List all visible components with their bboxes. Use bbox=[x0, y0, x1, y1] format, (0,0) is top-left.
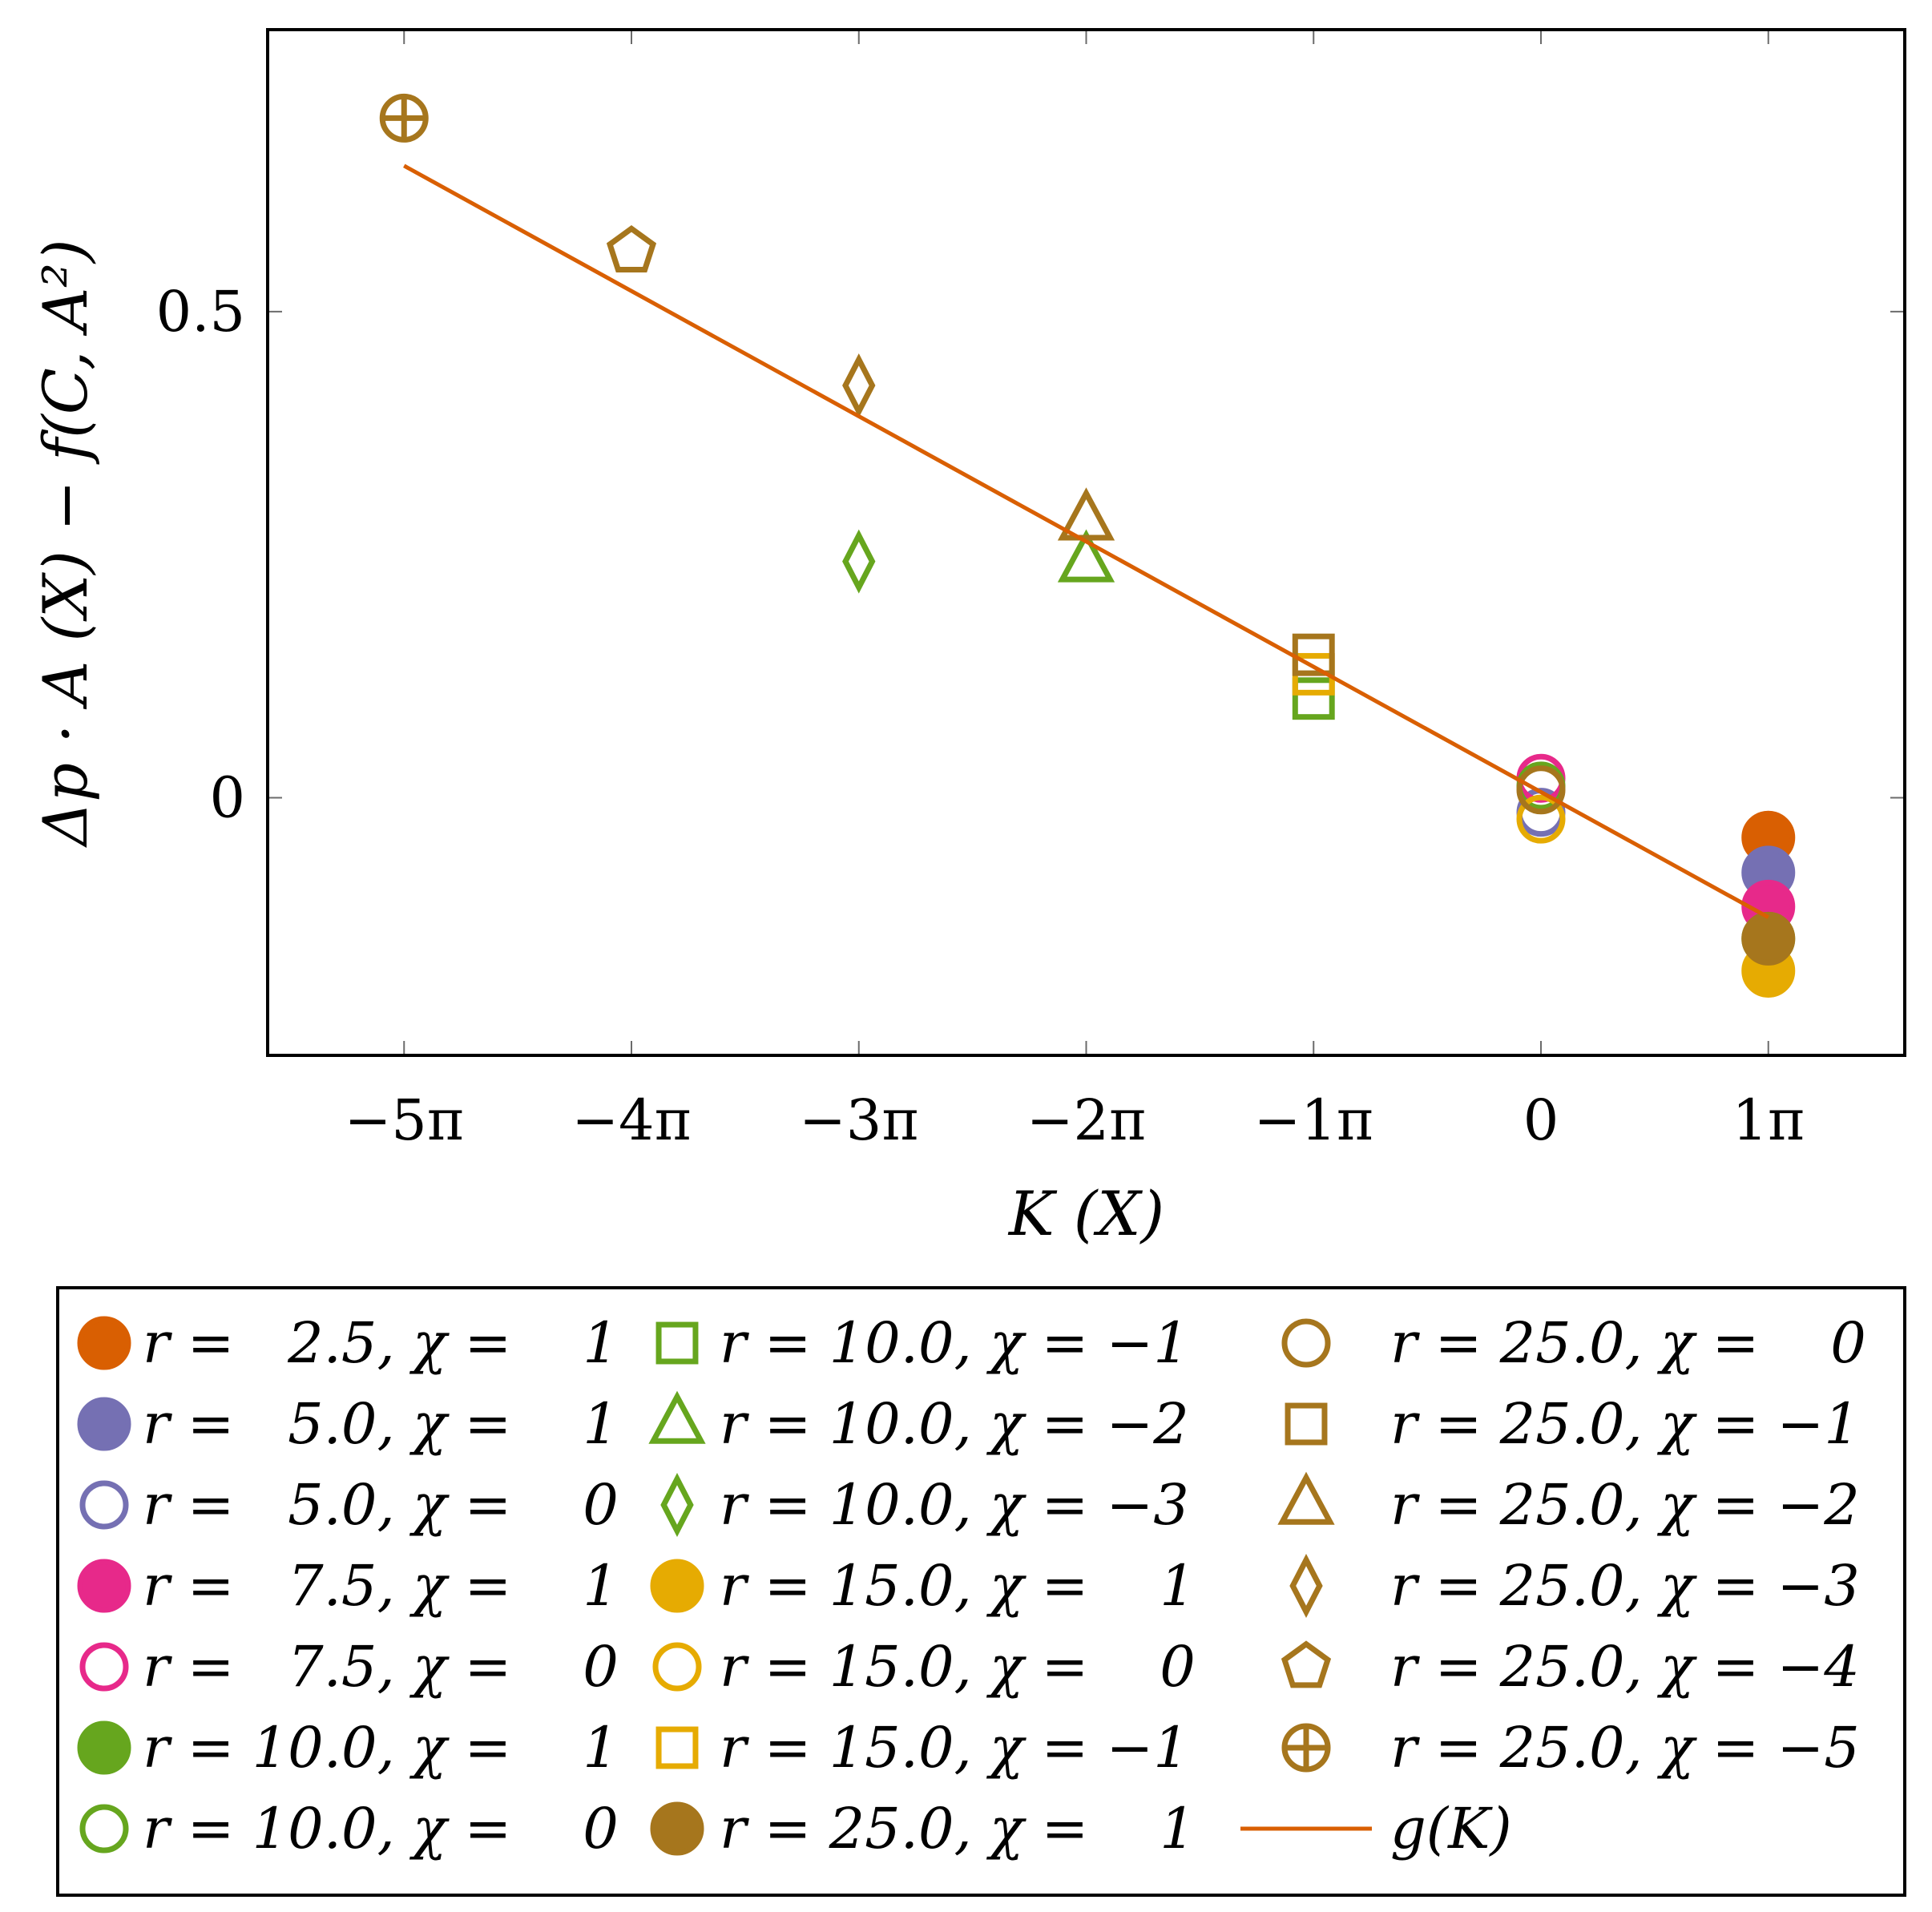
legend-entry: r = 10.0, χ = −1 bbox=[655, 1310, 1189, 1376]
data-point bbox=[1057, 529, 1115, 583]
legend-label: r = 15.0, χ = 0 bbox=[720, 1634, 1196, 1700]
legend-entry: r = 5.0, χ = 0 bbox=[79, 1472, 619, 1538]
legend-label: r = 7.5, χ = 0 bbox=[143, 1634, 619, 1700]
data-point bbox=[1741, 911, 1796, 966]
x-tick-label: −4π bbox=[571, 1087, 691, 1153]
legend-label: r = 5.0, χ = 1 bbox=[143, 1391, 619, 1457]
plot-area-marks bbox=[379, 93, 1796, 998]
legend-marker bbox=[1277, 1471, 1335, 1525]
legend-marker bbox=[79, 1804, 129, 1854]
legend-marker bbox=[77, 1559, 131, 1613]
y-tick-label: 0 bbox=[209, 764, 245, 830]
legend-label: r = 5.0, χ = 0 bbox=[143, 1472, 619, 1538]
legend-marker bbox=[77, 1397, 131, 1451]
x-tick-label: −2π bbox=[1027, 1087, 1146, 1153]
legend-label: r = 15.0, χ = −1 bbox=[720, 1715, 1189, 1781]
data-point bbox=[1292, 677, 1335, 720]
legend-entry: r = 10.0, χ = −2 bbox=[648, 1390, 1189, 1457]
legend-entry: r = 5.0, χ = 1 bbox=[77, 1391, 619, 1457]
data-point bbox=[606, 224, 657, 273]
legend-entry: r = 7.5, χ = 0 bbox=[79, 1634, 619, 1700]
legend-marker bbox=[655, 1321, 699, 1365]
legend-marker bbox=[1281, 1640, 1332, 1688]
legend-entry: r = 15.0, χ = 1 bbox=[650, 1553, 1196, 1619]
legend-entry: r = 25.0, χ = −5 bbox=[1281, 1715, 1860, 1781]
legend-marker bbox=[650, 1801, 704, 1856]
y-axis-label: Δp · A (X) − f(C, A²) bbox=[30, 240, 101, 849]
legend-marker bbox=[652, 1642, 702, 1692]
legend-label: r = 25.0, χ = −4 bbox=[1390, 1634, 1860, 1700]
legend-label: r = 10.0, χ = −2 bbox=[720, 1391, 1189, 1457]
tick-labels: −5π −4π −3π −2π −1π 0 1π 0 0.5 bbox=[156, 279, 1805, 1153]
legend-marker bbox=[660, 1472, 694, 1538]
legend-label: r = 2.5, χ = 1 bbox=[143, 1310, 619, 1376]
legend-marker bbox=[1285, 1402, 1328, 1446]
legend-marker bbox=[1289, 1553, 1323, 1619]
legend-label: r = 25.0, χ = −3 bbox=[1390, 1553, 1860, 1619]
legend-entry: r = 10.0, χ = −3 bbox=[660, 1472, 1189, 1538]
x-tick-label: −1π bbox=[1254, 1087, 1373, 1153]
x-tick-label: 1π bbox=[1732, 1087, 1805, 1153]
legend-label: r = 25.0, χ = 1 bbox=[720, 1796, 1196, 1862]
plot-frame bbox=[266, 28, 1906, 1057]
legend-label: r = 25.0, χ = −2 bbox=[1390, 1472, 1860, 1538]
data-point bbox=[1516, 794, 1566, 844]
legend-entry: r = 25.0, χ = −3 bbox=[1289, 1553, 1860, 1619]
legend-label: r = 10.0, χ = −1 bbox=[720, 1310, 1189, 1376]
data-point bbox=[842, 529, 876, 594]
legend-entry: r = 15.0, χ = −1 bbox=[655, 1715, 1189, 1781]
x-tick-label: −5π bbox=[345, 1087, 464, 1153]
legend-label: r = 25.0, χ = 0 bbox=[1390, 1310, 1866, 1376]
y-tick-label: 0.5 bbox=[156, 279, 245, 345]
legend-marker bbox=[77, 1316, 131, 1370]
legend-label: r = 7.5, χ = 1 bbox=[143, 1553, 619, 1619]
legend-entry: r = 25.0, χ = 0 bbox=[1281, 1310, 1866, 1376]
fit-line bbox=[403, 163, 1769, 919]
legend-entry: r = 25.0, χ = −2 bbox=[1277, 1471, 1860, 1538]
legend-label: r = 10.0, χ = 0 bbox=[143, 1796, 619, 1862]
legend-marker bbox=[655, 1726, 699, 1769]
legend-label: r = 25.0, χ = −1 bbox=[1390, 1391, 1860, 1457]
legend-entry: r = 10.0, χ = 0 bbox=[79, 1796, 619, 1862]
legend-marker bbox=[648, 1390, 706, 1444]
legend: r = 2.5, χ = 1 r = 5.0, χ = 1 r = 5.0, χ =… bbox=[77, 1310, 1866, 1862]
legend-marker bbox=[79, 1642, 129, 1692]
legend-box bbox=[56, 1286, 1906, 1897]
legend-marker bbox=[79, 1480, 129, 1530]
legend-label: r = 10.0, χ = −3 bbox=[720, 1472, 1189, 1538]
data-point bbox=[842, 353, 876, 418]
legend-marker bbox=[650, 1559, 704, 1613]
legend-entry: r = 25.0, χ = 1 bbox=[650, 1796, 1196, 1862]
legend-label: g(K) bbox=[1390, 1796, 1512, 1862]
legend-label: r = 15.0, χ = 1 bbox=[720, 1553, 1196, 1619]
legend-entry: r = 25.0, χ = −4 bbox=[1281, 1634, 1860, 1700]
legend-entry: r = 25.0, χ = −1 bbox=[1285, 1391, 1860, 1457]
data-point bbox=[1057, 487, 1115, 541]
tick-marks bbox=[268, 30, 1905, 1055]
legend-marker bbox=[1281, 1723, 1331, 1773]
legend-entry: r = 2.5, χ = 1 bbox=[77, 1310, 619, 1376]
legend-marker bbox=[77, 1720, 131, 1775]
legend-entry: r = 10.0, χ = 1 bbox=[77, 1715, 619, 1781]
legend-label: r = 10.0, χ = 1 bbox=[143, 1715, 619, 1781]
x-axis-label: K (X) bbox=[1007, 1178, 1164, 1249]
legend-entry: r = 15.0, χ = 0 bbox=[652, 1634, 1196, 1700]
legend-label: r = 25.0, χ = −5 bbox=[1390, 1715, 1860, 1781]
x-tick-label: 0 bbox=[1523, 1087, 1559, 1153]
data-point bbox=[1516, 765, 1566, 815]
legend-marker bbox=[1281, 1318, 1331, 1368]
x-tick-label: −3π bbox=[799, 1087, 918, 1153]
data-point bbox=[379, 93, 429, 143]
legend-entry: r = 7.5, χ = 1 bbox=[77, 1553, 619, 1619]
legend-entry: g(K) bbox=[1240, 1796, 1512, 1862]
